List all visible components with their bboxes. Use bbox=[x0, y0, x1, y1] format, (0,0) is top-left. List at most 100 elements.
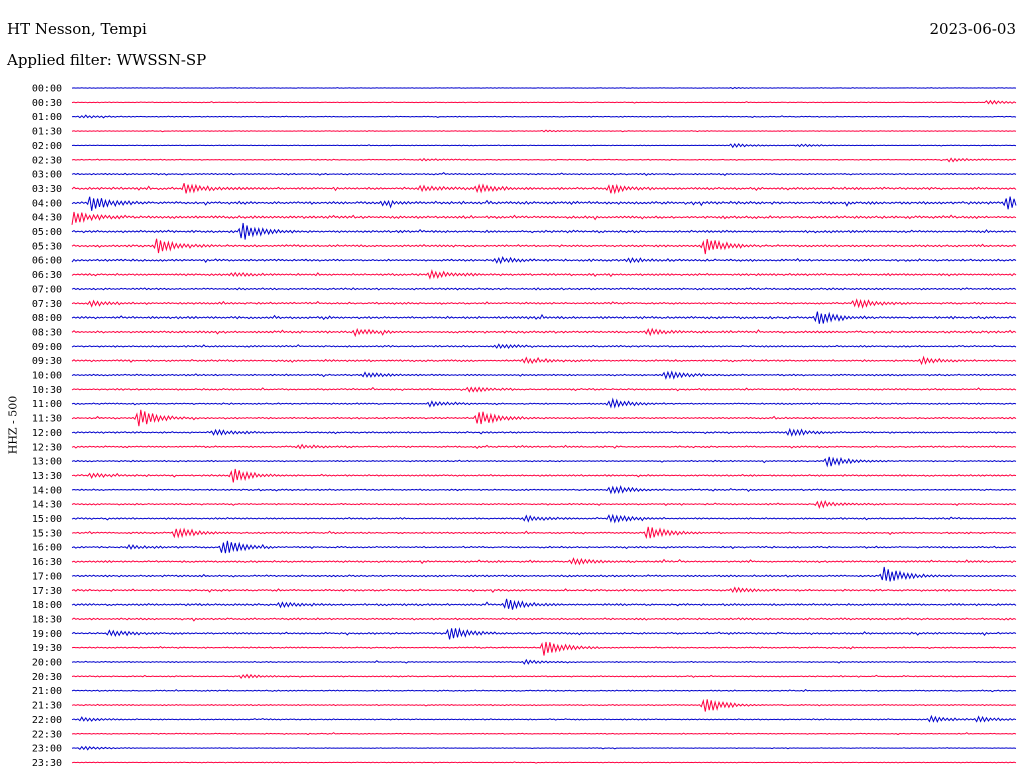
row-label-2030: 20:30 bbox=[32, 672, 62, 683]
trace-1200 bbox=[71, 427, 1017, 437]
row-label-1030: 10:30 bbox=[32, 385, 62, 396]
trace-0600 bbox=[71, 256, 1017, 265]
trace-0630 bbox=[71, 269, 1017, 280]
trace-0100 bbox=[71, 114, 1017, 119]
trace-2100 bbox=[71, 688, 1017, 693]
row-label-1330: 13:30 bbox=[32, 471, 62, 482]
trace-0700 bbox=[71, 287, 1017, 291]
row-label-0100: 01:00 bbox=[32, 112, 62, 123]
date-label: 2023-06-03 bbox=[929, 20, 1016, 38]
trace-0330 bbox=[71, 183, 1017, 195]
row-label-2100: 21:00 bbox=[32, 686, 62, 697]
row-label-0400: 04:00 bbox=[32, 198, 62, 209]
trace-1700 bbox=[71, 566, 1017, 582]
trace-1800 bbox=[71, 598, 1017, 610]
row-label-0130: 01:30 bbox=[32, 127, 62, 138]
row-label-0230: 02:30 bbox=[32, 155, 62, 166]
row-label-1600: 16:00 bbox=[32, 543, 62, 554]
seismic-traces bbox=[71, 86, 1017, 764]
trace-1600 bbox=[71, 540, 1017, 554]
row-label-1230: 12:30 bbox=[32, 442, 62, 453]
row-label-1300: 13:00 bbox=[32, 457, 62, 468]
row-label-0300: 03:00 bbox=[32, 170, 62, 181]
trace-0800 bbox=[71, 311, 1017, 324]
trace-1230 bbox=[71, 443, 1017, 450]
trace-1630 bbox=[71, 557, 1017, 566]
row-label-1000: 10:00 bbox=[32, 371, 62, 382]
row-label-1100: 11:00 bbox=[32, 399, 62, 410]
row-labels: 00:00 00:30 01:00 01:30 02:00 02:30 03:00 03:30… bbox=[32, 84, 62, 769]
row-label-1900: 19:00 bbox=[32, 629, 62, 640]
trace-0130 bbox=[71, 129, 1017, 133]
row-label-1530: 15:30 bbox=[32, 528, 62, 539]
trace-1500 bbox=[71, 513, 1017, 524]
row-label-1700: 17:00 bbox=[32, 571, 62, 582]
row-label-0500: 05:00 bbox=[32, 227, 62, 238]
row-label-1830: 18:30 bbox=[32, 614, 62, 625]
trace-1900 bbox=[71, 627, 1017, 640]
trace-0400 bbox=[71, 196, 1017, 211]
row-label-2300: 23:00 bbox=[32, 744, 62, 755]
trace-0830 bbox=[71, 327, 1017, 338]
row-label-1730: 17:30 bbox=[32, 586, 62, 597]
trace-0230 bbox=[71, 157, 1017, 163]
trace-0200 bbox=[71, 143, 1017, 149]
trace-2000 bbox=[71, 658, 1017, 665]
row-label-1800: 18:00 bbox=[32, 600, 62, 611]
trace-1930 bbox=[71, 641, 1017, 656]
row-label-0200: 02:00 bbox=[32, 141, 62, 152]
row-label-0430: 04:30 bbox=[32, 213, 62, 224]
trace-2330 bbox=[71, 761, 1017, 764]
row-label-2130: 21:30 bbox=[32, 701, 62, 712]
row-label-1500: 15:00 bbox=[32, 514, 62, 525]
trace-1300 bbox=[71, 456, 1017, 468]
row-label-0530: 05:30 bbox=[32, 241, 62, 252]
row-label-0330: 03:30 bbox=[32, 184, 62, 195]
row-label-1630: 16:30 bbox=[32, 557, 62, 568]
trace-1330 bbox=[71, 468, 1017, 483]
row-label-2330: 23:30 bbox=[32, 758, 62, 769]
row-label-1200: 12:00 bbox=[32, 428, 62, 439]
row-label-2000: 20:00 bbox=[32, 658, 62, 669]
trace-1430 bbox=[71, 499, 1017, 510]
trace-0900 bbox=[71, 343, 1017, 350]
row-label-0900: 09:00 bbox=[32, 342, 62, 353]
row-label-0930: 09:30 bbox=[32, 356, 62, 367]
filter-label: Applied filter: WWSSN-SP bbox=[7, 51, 207, 69]
row-label-0830: 08:30 bbox=[32, 327, 62, 338]
trace-0430 bbox=[71, 211, 1017, 225]
row-label-2230: 22:30 bbox=[32, 729, 62, 740]
trace-1130 bbox=[71, 409, 1017, 427]
trace-2130 bbox=[71, 698, 1017, 712]
trace-1830 bbox=[71, 617, 1017, 622]
trace-0730 bbox=[71, 298, 1017, 309]
trace-0030 bbox=[71, 99, 1017, 105]
trace-1030 bbox=[71, 386, 1017, 393]
row-label-0600: 06:00 bbox=[32, 256, 62, 267]
trace-2030 bbox=[71, 673, 1017, 679]
row-label-0800: 08:00 bbox=[32, 313, 62, 324]
row-label-1930: 19:30 bbox=[32, 643, 62, 654]
trace-1100 bbox=[71, 397, 1017, 409]
row-label-0630: 06:30 bbox=[32, 270, 62, 281]
trace-2200 bbox=[71, 714, 1017, 723]
trace-1400 bbox=[71, 485, 1017, 495]
row-label-0000: 00:00 bbox=[32, 84, 62, 95]
row-label-0730: 07:30 bbox=[32, 299, 62, 310]
trace-2230 bbox=[71, 732, 1017, 736]
trace-2300 bbox=[71, 745, 1017, 751]
station-title: HT Nesson, Tempi bbox=[7, 20, 147, 38]
trace-1730 bbox=[71, 586, 1017, 594]
trace-1530 bbox=[71, 526, 1017, 540]
row-label-1400: 14:00 bbox=[32, 485, 62, 496]
trace-0930 bbox=[71, 355, 1017, 366]
trace-0530 bbox=[71, 238, 1017, 255]
row-label-1430: 14:30 bbox=[32, 500, 62, 511]
trace-1000 bbox=[71, 370, 1017, 380]
trace-0000 bbox=[71, 86, 1017, 90]
trace-0300 bbox=[71, 172, 1017, 176]
row-label-1130: 11:30 bbox=[32, 414, 62, 425]
trace-0500 bbox=[71, 222, 1017, 240]
row-label-2200: 22:00 bbox=[32, 715, 62, 726]
